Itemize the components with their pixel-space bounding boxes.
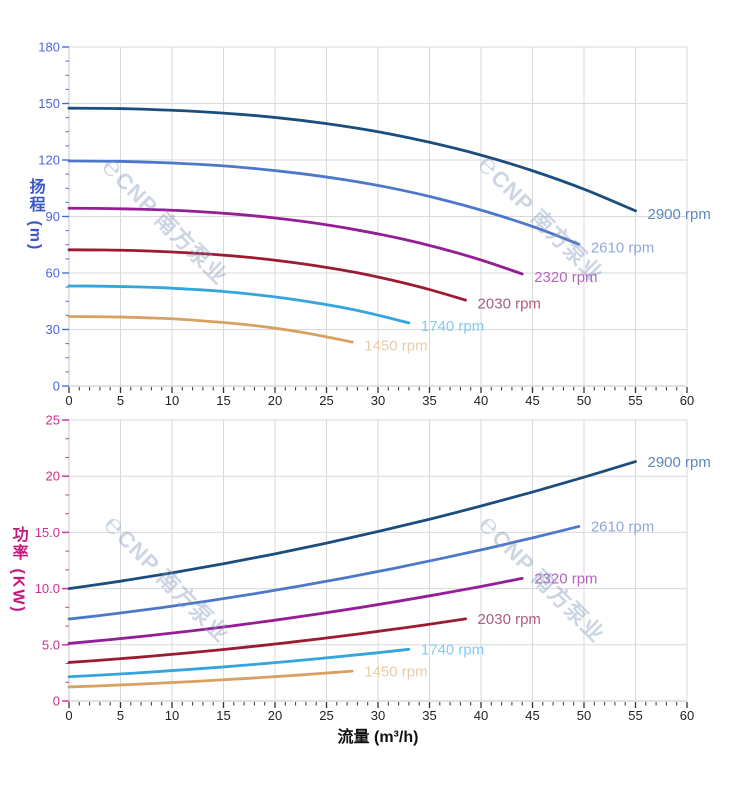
power-vs-flow-chart: 0 5.0 10.0 15.0 20 25 0 5 10 15 20 25 30 35 40 45 50 55 60… xyxy=(35,413,711,724)
x-tick-label: 0 xyxy=(65,708,72,723)
x-tick-label: 5 xyxy=(117,708,124,723)
curve-label-2030-rpm: 2030 rpm xyxy=(478,295,541,312)
x-tick-label: 50 xyxy=(577,393,591,408)
y-tick-label: 60 xyxy=(46,266,60,281)
curve-2320-rpm xyxy=(67,576,524,645)
x-tick-label: 25 xyxy=(319,393,333,408)
curve-label-1740-rpm: 1740 rpm xyxy=(421,641,484,658)
y-tick-label: 120 xyxy=(38,153,60,168)
curve-1450-rpm xyxy=(67,669,354,689)
curve-label-1450-rpm: 1450 rpm xyxy=(364,663,427,680)
x-tick-label: 60 xyxy=(680,393,694,408)
x-tick-label: 10 xyxy=(165,708,179,723)
curve-label-2610-rpm: 2610 rpm xyxy=(591,519,654,536)
curve-label-2610-rpm: 2610 rpm xyxy=(591,239,654,256)
curve-2610-rpm xyxy=(67,159,581,246)
curve-label-2900-rpm: 2900 rpm xyxy=(648,454,711,471)
y-tick-label: 90 xyxy=(46,209,60,224)
y-tick-label: 10.0 xyxy=(35,581,60,596)
curve-1740-rpm xyxy=(67,284,411,325)
y-tick-label: 30 xyxy=(46,322,60,337)
curve-label-1740-rpm: 1740 rpm xyxy=(421,318,484,335)
y-tick-label: 150 xyxy=(38,96,60,111)
x-tick-label: 60 xyxy=(680,708,694,723)
curve-1450-rpm xyxy=(67,315,354,344)
x-tick-label: 5 xyxy=(117,393,124,408)
x-tick-label: 25 xyxy=(319,708,333,723)
y-tick-label: 25 xyxy=(46,413,60,428)
x-tick-label: 15 xyxy=(216,708,230,723)
curve-label-2320-rpm: 2320 rpm xyxy=(534,571,597,588)
x-tick-label: 30 xyxy=(371,708,385,723)
curve-2320-rpm xyxy=(67,206,524,276)
y-tick-label: 0 xyxy=(53,379,60,394)
y-tick-label: 15.0 xyxy=(35,525,60,540)
x-tick-label: 35 xyxy=(422,393,436,408)
x-tick-label: 45 xyxy=(525,393,539,408)
x-tick-label: 40 xyxy=(474,393,488,408)
y-tick-label: 0 xyxy=(53,694,60,709)
x-tick-label: 35 xyxy=(422,708,436,723)
x-tick-label: 55 xyxy=(628,393,642,408)
curve-label-2900-rpm: 2900 rpm xyxy=(648,206,711,223)
y-tick-label: 5.0 xyxy=(42,637,60,652)
curve-label-1450-rpm: 1450 rpm xyxy=(364,337,427,354)
flow-axis-title: 流量 (m³/h) xyxy=(337,729,419,746)
curve-2900-rpm xyxy=(67,460,637,590)
x-tick-label: 0 xyxy=(65,393,72,408)
curve-1740-rpm xyxy=(67,647,411,679)
head-vs-flow-chart: 0 30 60 90 120 150 180 0 5 10 15 20 25 30 35 40 45 50 55 60… xyxy=(38,40,711,409)
curve-2610-rpm xyxy=(67,525,581,621)
x-tick-label: 10 xyxy=(165,393,179,408)
x-tick-label: 45 xyxy=(525,708,539,723)
curve-2900-rpm xyxy=(67,106,637,213)
curve-label-2030-rpm: 2030 rpm xyxy=(478,611,541,628)
x-tick-label: 20 xyxy=(268,393,282,408)
y-tick-label: 180 xyxy=(38,40,60,55)
curve-2030-rpm xyxy=(67,248,467,302)
head-axis-title: 扬程 (m) xyxy=(26,178,44,252)
x-tick-label: 50 xyxy=(577,708,591,723)
x-tick-label: 55 xyxy=(628,708,642,723)
power-axis-title: 功率 (KW) xyxy=(9,526,27,614)
x-tick-label: 20 xyxy=(268,708,282,723)
curve-label-2320-rpm: 2320 rpm xyxy=(534,269,597,286)
curve-2030-rpm xyxy=(67,617,467,664)
x-tick-label: 40 xyxy=(474,708,488,723)
x-tick-label: 15 xyxy=(216,393,230,408)
x-tick-label: 30 xyxy=(371,393,385,408)
y-tick-label: 20 xyxy=(46,469,60,484)
